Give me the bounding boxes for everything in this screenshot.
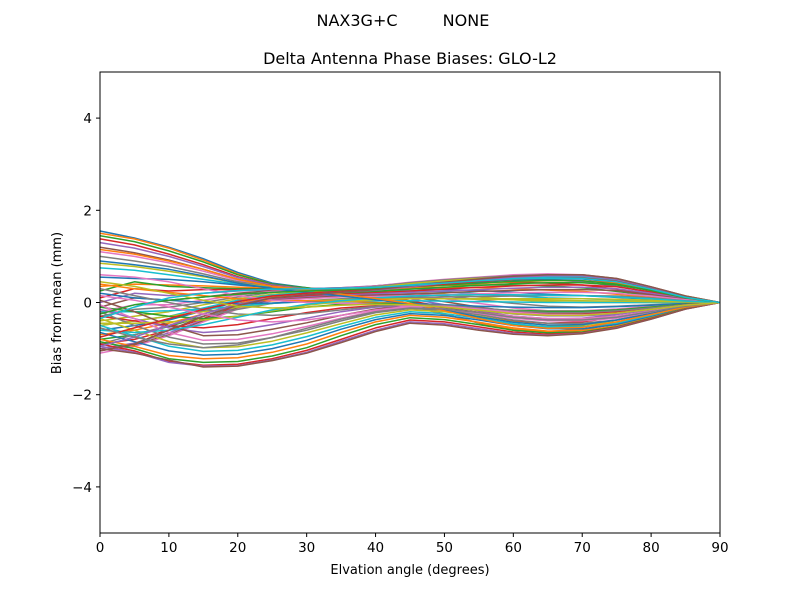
x-tick-label: 20 [229,540,246,556]
series-line [100,301,720,368]
series-line [100,301,720,360]
suptitle-left: NAX3G+C [316,11,397,30]
series-line [100,277,720,320]
x-axis-ticks: 0 10 20 30 40 50 60 70 80 90 [96,533,729,556]
y-tick-label: 4 [83,111,92,127]
x-tick-label: 80 [643,540,660,556]
series-line [100,281,720,317]
chart-title: Delta Antenna Phase Biases: GLO-L2 [263,49,557,68]
series-line [100,301,720,342]
x-tick-label: 70 [574,540,591,556]
series-line [100,298,720,324]
series-line [100,301,720,349]
suptitle-right: NONE [443,11,490,30]
x-tick-label: 30 [298,540,315,556]
y-tick-label: 0 [83,296,92,312]
series-lines [100,230,720,368]
x-tick-label: 50 [436,540,453,556]
x-tick-label: 40 [367,540,384,556]
x-tick-label: 10 [160,540,177,556]
y-tick-label: 2 [83,203,92,219]
y-tick-label: −4 [72,480,92,496]
y-axis-label: Bias from mean (mm) [50,232,65,374]
x-tick-label: 60 [505,540,522,556]
series-line [100,301,720,356]
series-line [100,293,720,334]
series-line [100,288,720,352]
y-tick-label: −2 [72,388,92,404]
x-axis-label: Elvation angle (degrees) [330,563,489,578]
x-tick-label: 0 [96,540,105,556]
series-line [100,301,720,353]
x-tick-label: 90 [711,540,728,556]
series-line [100,248,720,330]
y-axis-ticks: −4 −2 0 2 4 [72,111,100,496]
plot-area [99,71,721,534]
